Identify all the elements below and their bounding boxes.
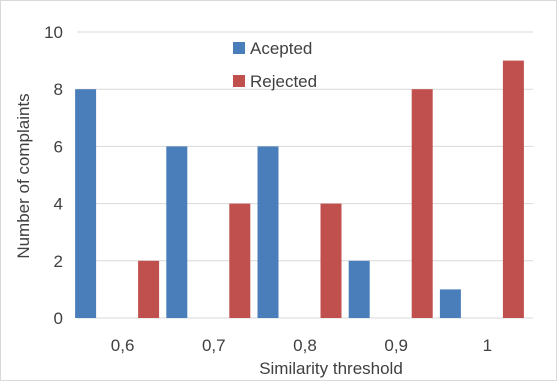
x-tick-label: 0,7 (202, 336, 226, 355)
bars (75, 60, 524, 318)
bar-acepted-0,6 (75, 89, 97, 318)
bar-rejected-0,9 (411, 89, 433, 318)
bar-rejected-0,8 (320, 203, 342, 318)
y-tick-label: 10 (44, 23, 63, 42)
legend-label-rejected: Rejected (250, 72, 317, 91)
bar-acepted-0,7 (166, 146, 188, 318)
legend-swatch-rejected (233, 75, 245, 87)
x-tick-label: 0,6 (111, 336, 135, 355)
y-tick-label: 0 (54, 309, 63, 328)
y-tick-label: 4 (54, 195, 63, 214)
legend-label-acepted: Acepted (250, 39, 312, 58)
bar-acepted-0,8 (257, 146, 279, 318)
x-axis-title: Similarity threshold (259, 359, 403, 378)
x-tick-label: 1 (483, 336, 492, 355)
bar-rejected-0,6 (138, 260, 160, 318)
y-tick-label: 8 (54, 80, 63, 99)
legend: Acepted Rejected (233, 39, 317, 91)
bar-acepted-1 (439, 289, 461, 318)
y-tick-labels: 0 2 4 6 8 10 (44, 23, 63, 328)
y-tick-label: 2 (54, 252, 63, 271)
x-tick-label: 0,9 (384, 336, 408, 355)
y-axis-title: Number of complaints (14, 93, 33, 258)
bar-rejected-0,7 (229, 203, 251, 318)
bar-rejected-1 (502, 60, 524, 318)
x-tick-label: 0,8 (293, 336, 317, 355)
y-tick-label: 6 (54, 137, 63, 156)
legend-swatch-acepted (233, 42, 245, 54)
bar-acepted-0,9 (348, 260, 370, 318)
x-tick-labels: 0,6 0,7 0,8 0,9 1 (111, 336, 492, 355)
